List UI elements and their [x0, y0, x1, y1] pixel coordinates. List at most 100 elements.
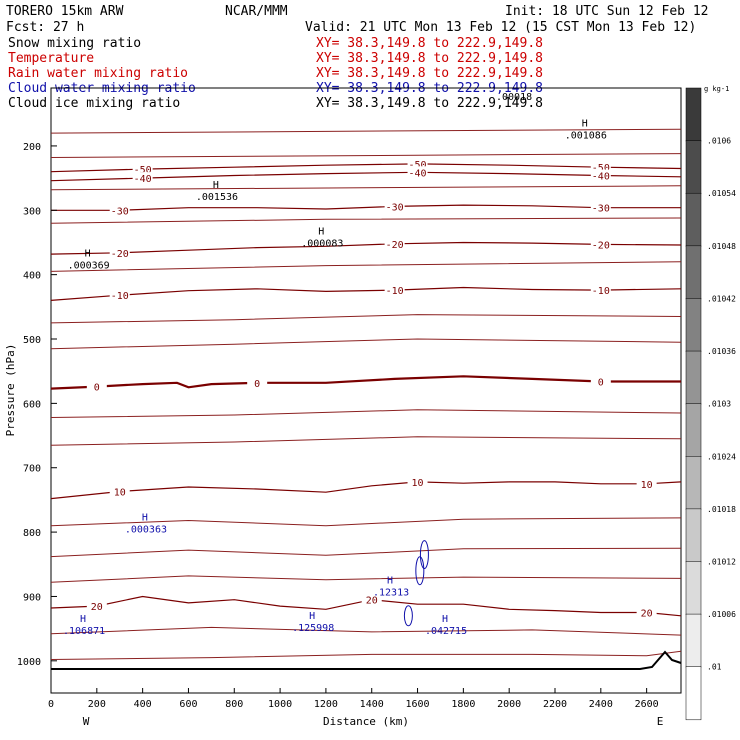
contour-label: -50	[134, 165, 152, 176]
colorbar-label: .01036	[707, 347, 736, 356]
contour-line	[50, 436, 682, 446]
contour-label: 0	[94, 383, 100, 394]
field-label-rain: Rain water mixing ratio	[8, 66, 188, 81]
colorbar-label: .01018	[707, 505, 736, 514]
max-value-label: .001536	[196, 192, 238, 203]
cloud-water-contour	[403, 605, 413, 627]
y-tick-label: 800	[23, 528, 41, 539]
contour-line	[50, 650, 682, 660]
x-tick-label: 600	[179, 699, 197, 710]
contour-line	[50, 409, 682, 418]
contour-label-bg	[132, 163, 153, 175]
max-marker-h: H	[318, 227, 324, 238]
max-value-label: .000083	[301, 239, 343, 250]
colorbar-label: .01012	[707, 557, 736, 566]
max-value-label: .125998	[292, 623, 334, 634]
colorbar-swatch	[685, 245, 702, 300]
contour-label: -40	[409, 168, 427, 179]
x-tick-label: 2600	[635, 699, 659, 710]
contour-label: 20	[91, 602, 103, 613]
x-axis-title: Distance (km)	[323, 715, 409, 728]
contour-line	[50, 314, 682, 324]
colorbar-label: .01054	[707, 189, 736, 198]
contour-label-bg	[384, 200, 405, 212]
max-marker-h: H	[213, 180, 219, 191]
contour-label-bg	[407, 157, 428, 169]
y-tick-label: 600	[23, 399, 41, 410]
contour-label-bg	[247, 376, 268, 388]
y-tick-label: 400	[23, 271, 41, 282]
contour-label: -20	[592, 240, 610, 251]
colorbar-label: .01	[707, 663, 722, 672]
x-tick-label: 2000	[497, 699, 521, 710]
contour-line	[50, 153, 682, 158]
colorbar: .0106 .01054 .01048 .01042 .01036 .0103 .01024…	[685, 87, 736, 721]
surface-line	[51, 650, 682, 670]
forecast-hour: Fcst: 27 h	[6, 20, 84, 35]
y-axis-title: Pressure (hPa)	[4, 344, 17, 437]
contour-label: 10	[641, 480, 653, 491]
max-value-label: .000363	[125, 525, 167, 536]
colorbar-swatch	[685, 298, 702, 352]
contour-line	[50, 575, 682, 583]
colorbar-label: .0103	[707, 400, 731, 409]
colorbar-label: .01042	[707, 294, 736, 303]
contour-label-bg	[132, 172, 153, 184]
x-tick-label: 1800	[451, 699, 475, 710]
contour-line	[50, 217, 682, 224]
x-tick-label: 1000	[268, 699, 292, 710]
x-tick-label: 2400	[589, 699, 613, 710]
contour-label-bg	[590, 201, 611, 213]
contour-label: 20	[366, 596, 378, 607]
maxima-layer: H.001086H.001536H.000083H.000369H.000363…	[63, 119, 607, 638]
contour-label-bg	[590, 169, 611, 181]
x-tick-label: 1600	[405, 699, 429, 710]
init-time: Init: 18 UTC Sun 12 Feb 12	[505, 4, 709, 19]
max-value-label: .12313	[373, 588, 409, 599]
contour-label-bg	[636, 477, 657, 489]
contour-label: 0	[254, 379, 260, 390]
contour-label-bg	[407, 475, 428, 487]
max-marker-h: H	[85, 249, 91, 260]
contour-label: -10	[111, 291, 129, 302]
xy-range-temperature: XY= 38.3,149.8 to 222.9,149.8	[316, 51, 543, 66]
contour-label-bg	[86, 600, 107, 612]
x-tick-label: 400	[134, 699, 152, 710]
colorbar-swatch	[685, 456, 702, 510]
temperature-contour	[50, 241, 682, 255]
temperature-contour	[50, 171, 682, 182]
overlap-max-label: .00018	[496, 92, 532, 103]
contour-label: -50	[409, 160, 427, 171]
colorbar-swatch	[685, 508, 702, 563]
contour-line	[50, 128, 682, 134]
max-value-label: .000369	[68, 261, 110, 272]
contour-line	[50, 261, 682, 272]
x-tick-label: 200	[88, 699, 106, 710]
colorbar-label: .01006	[707, 610, 736, 619]
contour-label: -30	[592, 204, 610, 215]
colorbar-swatch	[685, 613, 702, 668]
x-tick-label: 1400	[360, 699, 384, 710]
contour-label-bg	[384, 237, 405, 249]
xy-range-rain: XY= 38.3,149.8 to 222.9,149.8	[316, 66, 543, 81]
max-marker-h: H	[442, 614, 448, 625]
colorbar-swatch	[685, 87, 702, 142]
colorbar-swatch	[685, 140, 702, 194]
colorbar-swatch	[685, 561, 702, 615]
center-label: NCAR/MMM	[225, 4, 288, 19]
plot-frame	[50, 87, 682, 694]
cloud-water-contour	[419, 540, 429, 570]
colorbar-swatch	[685, 192, 702, 247]
x-axis: 0 200 400 600 800 1000 1200 1400 1600 1800 2000 220…	[48, 688, 659, 710]
contour-label-bg	[109, 485, 130, 497]
contour-label-bg	[361, 593, 382, 605]
max-marker-h: H	[80, 614, 86, 625]
temperature-contour	[51, 204, 681, 211]
contour-line	[50, 626, 682, 636]
contour-label-bg	[590, 238, 611, 250]
max-marker-h: H	[387, 576, 393, 587]
contour-label-bg	[590, 161, 611, 173]
contour-label: 0	[598, 377, 604, 388]
y-tick-label: 900	[23, 592, 41, 603]
